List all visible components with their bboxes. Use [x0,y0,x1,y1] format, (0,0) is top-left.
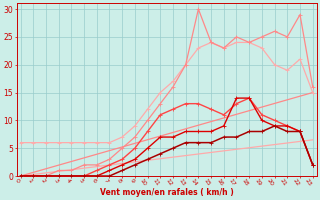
X-axis label: Vent moyen/en rafales ( km/h ): Vent moyen/en rafales ( km/h ) [100,188,234,197]
